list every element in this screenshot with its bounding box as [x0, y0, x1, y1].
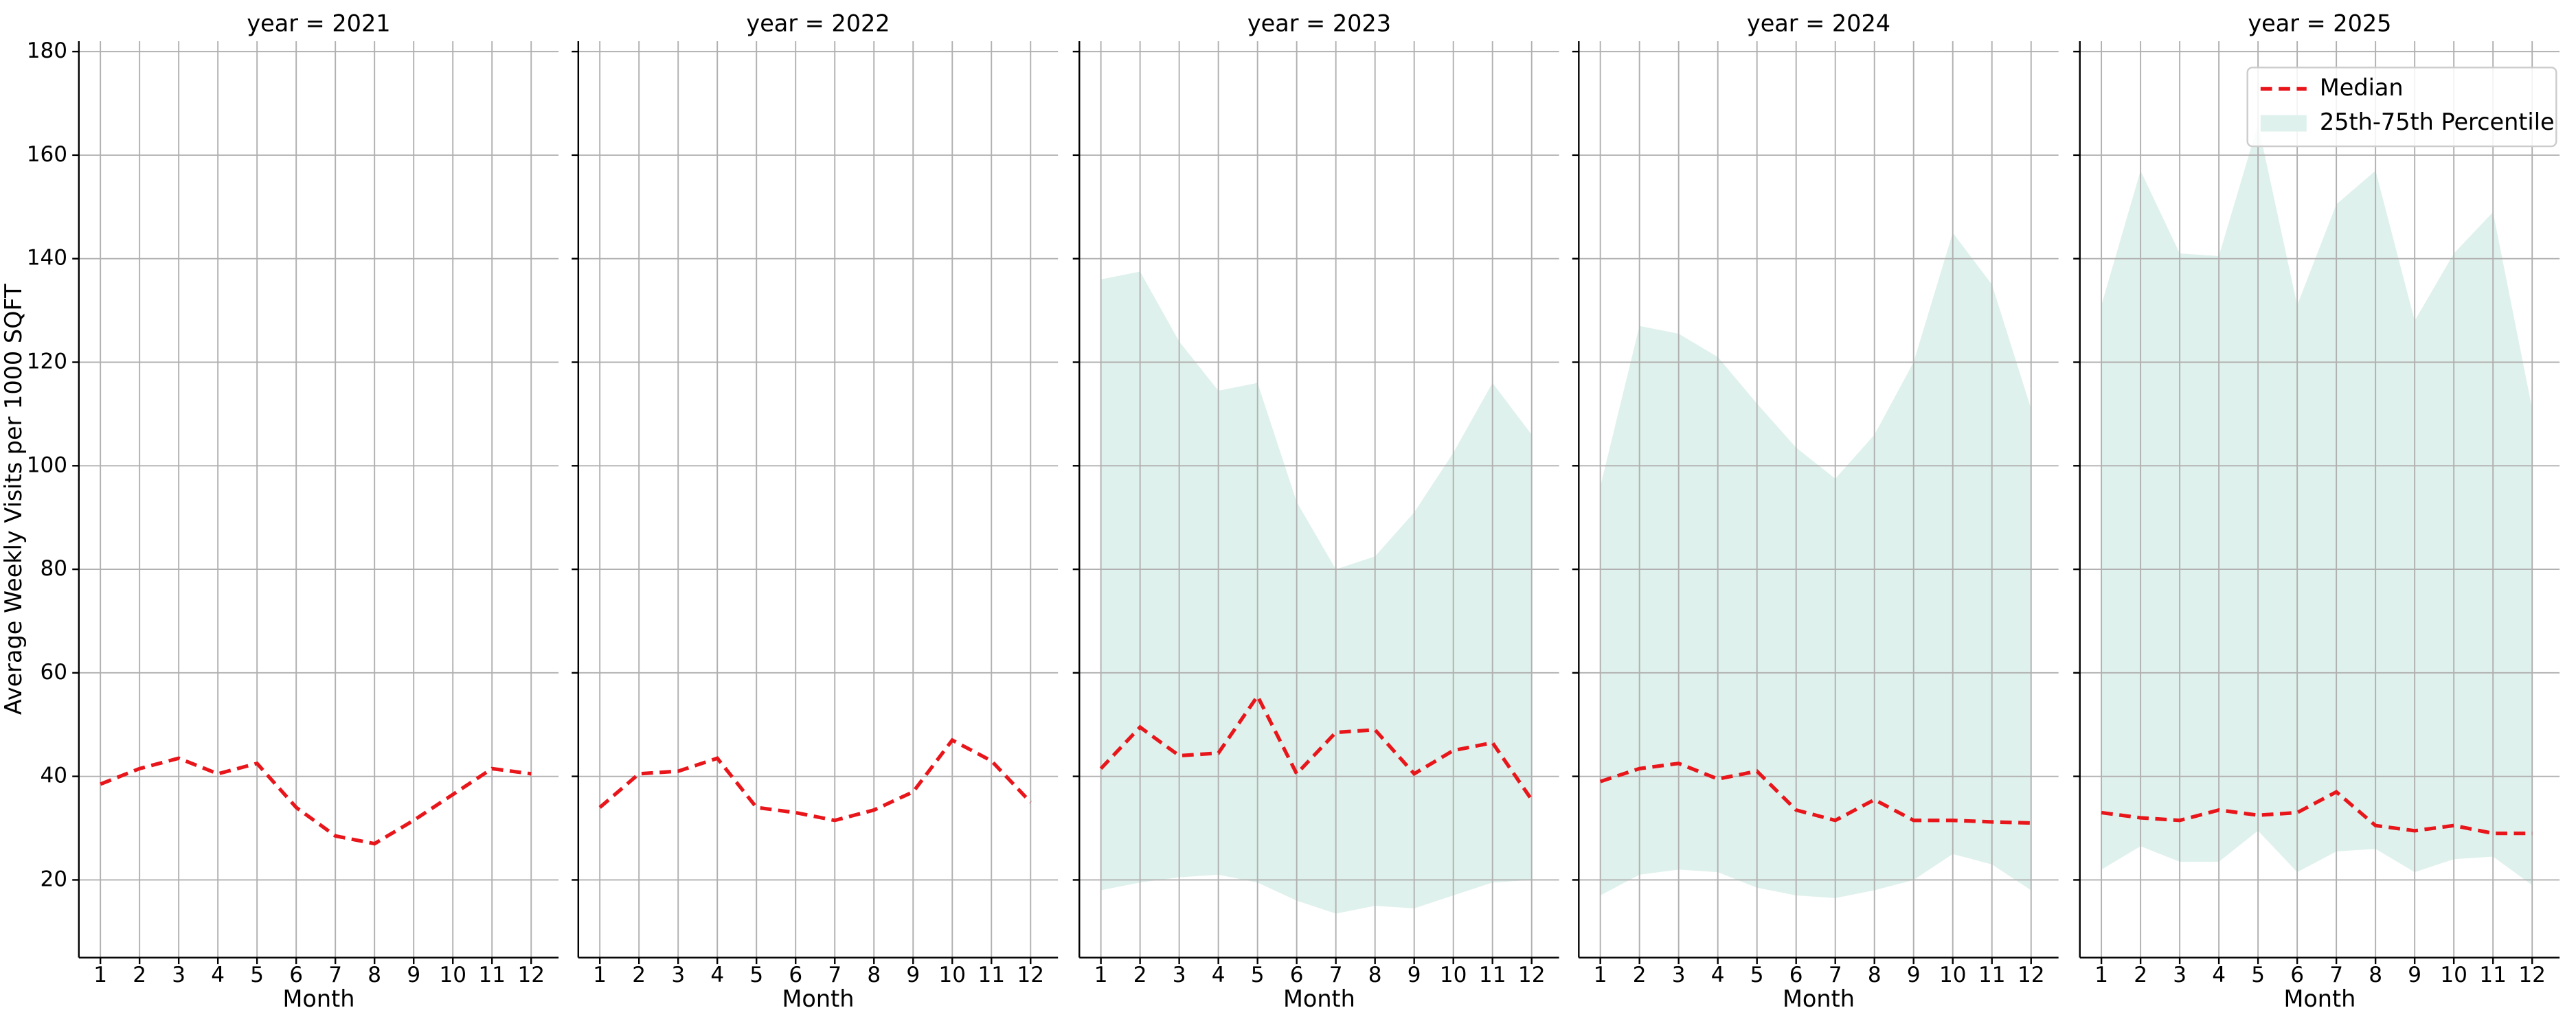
- x-tick-label: 4: [710, 963, 724, 987]
- x-axis-label: Month: [1783, 985, 1855, 1012]
- median-line: [1599, 762, 2031, 825]
- x-tick-label: 3: [1672, 963, 1686, 987]
- x-tick-label: 12: [2018, 963, 2045, 987]
- x-tick-label: 11: [1978, 963, 2006, 987]
- y-tick-label: 140: [27, 246, 67, 271]
- x-axis-label: Month: [2283, 985, 2355, 1012]
- x-tick-label: 8: [1868, 963, 1882, 987]
- y-tick-label: 100: [27, 453, 67, 477]
- x-tick-label: 8: [1368, 963, 1382, 987]
- x-tick-label: 12: [517, 963, 545, 987]
- y-tick-label: 180: [27, 38, 67, 63]
- x-tick-label: 4: [2212, 963, 2226, 987]
- panel-title: year = 2024: [1747, 10, 1890, 37]
- x-tick-label: 8: [867, 963, 881, 987]
- x-tick-label: 12: [1518, 963, 1546, 987]
- y-tick-label: 40: [41, 764, 68, 788]
- x-tick-label: 4: [1711, 963, 1725, 987]
- median-line: [100, 756, 532, 846]
- x-tick-label: 6: [1290, 963, 1304, 987]
- x-tick-label: 3: [2173, 963, 2187, 987]
- median-line: [1099, 692, 1533, 801]
- x-tick-label: 4: [211, 963, 225, 987]
- x-axis-label: Month: [283, 985, 355, 1012]
- x-tick-label: 6: [2290, 963, 2304, 987]
- legend-label: 25th-75th Percentile: [2320, 108, 2555, 135]
- x-tick-label: 1: [1594, 963, 1607, 987]
- x-axis-label: Month: [1283, 985, 1355, 1012]
- x-tick-label: 2: [632, 963, 646, 987]
- x-tick-label: 8: [2369, 963, 2382, 987]
- legend-label: Median: [2320, 74, 2404, 101]
- x-tick-label: 9: [2408, 963, 2421, 987]
- y-tick-label: 80: [41, 556, 68, 581]
- y-tick-label: 60: [41, 660, 68, 685]
- x-tick-label: 12: [1017, 963, 1044, 987]
- x-tick-label: 10: [1939, 963, 1967, 987]
- x-tick-label: 5: [749, 963, 763, 987]
- x-tick-label: 1: [593, 963, 607, 987]
- x-tick-label: 6: [1789, 963, 1803, 987]
- x-tick-label: 1: [1094, 963, 1108, 987]
- x-tick-label: 5: [250, 963, 264, 987]
- x-tick-label: 11: [978, 963, 1005, 987]
- legend-box: [2246, 67, 2557, 148]
- x-tick-label: 7: [1329, 963, 1343, 987]
- x-tick-label: 9: [1408, 963, 1421, 987]
- percentile-band: [2101, 124, 2533, 885]
- x-tick-label: 4: [1212, 963, 1225, 987]
- x-axis-label: Month: [782, 985, 855, 1012]
- y-tick-label: 20: [41, 867, 68, 891]
- x-tick-label: 3: [172, 963, 185, 987]
- x-tick-label: 11: [478, 963, 506, 987]
- x-tick-label: 6: [789, 963, 802, 987]
- x-tick-label: 11: [1479, 963, 1506, 987]
- x-tick-label: 3: [671, 963, 685, 987]
- panel-title: year = 2022: [746, 10, 890, 37]
- legend-swatch: [2260, 115, 2307, 132]
- x-tick-label: 12: [2518, 963, 2546, 987]
- panel-title: year = 2025: [2248, 10, 2391, 37]
- x-tick-label: 9: [407, 963, 420, 987]
- panel-title: year = 2023: [1247, 10, 1391, 37]
- x-tick-label: 2: [1133, 963, 1147, 987]
- x-tick-label: 10: [2440, 963, 2467, 987]
- x-tick-label: 5: [2251, 963, 2265, 987]
- x-tick-label: 6: [289, 963, 303, 987]
- x-tick-label: 2: [133, 963, 146, 987]
- y-axis-label: Average Weekly Visits per 1000 SQFT: [0, 284, 27, 715]
- x-tick-label: 9: [906, 963, 920, 987]
- x-tick-label: 7: [1829, 963, 1842, 987]
- y-tick-label: 160: [27, 142, 67, 167]
- x-tick-label: 8: [368, 963, 381, 987]
- x-tick-label: 2: [1633, 963, 1647, 987]
- y-tick-label: 120: [27, 349, 67, 374]
- percentile-band: [1600, 232, 2031, 898]
- percentile-band: [1100, 271, 1532, 914]
- x-tick-label: 1: [93, 963, 107, 987]
- median-line: [2101, 790, 2533, 836]
- x-tick-label: 3: [1173, 963, 1186, 987]
- x-tick-label: 10: [439, 963, 466, 987]
- x-tick-label: 5: [1251, 963, 1265, 987]
- x-tick-label: 9: [1907, 963, 1921, 987]
- x-tick-label: 10: [938, 963, 966, 987]
- x-tick-label: 11: [2479, 963, 2507, 987]
- panel-title: year = 2021: [247, 10, 390, 37]
- x-tick-label: 7: [328, 963, 342, 987]
- x-tick-label: 7: [828, 963, 841, 987]
- x-tick-label: 2: [2134, 963, 2147, 987]
- x-tick-label: 10: [1440, 963, 1467, 987]
- x-tick-label: 1: [2094, 963, 2108, 987]
- x-tick-label: 7: [2329, 963, 2343, 987]
- median-line: [598, 737, 1032, 823]
- x-tick-label: 5: [1750, 963, 1764, 987]
